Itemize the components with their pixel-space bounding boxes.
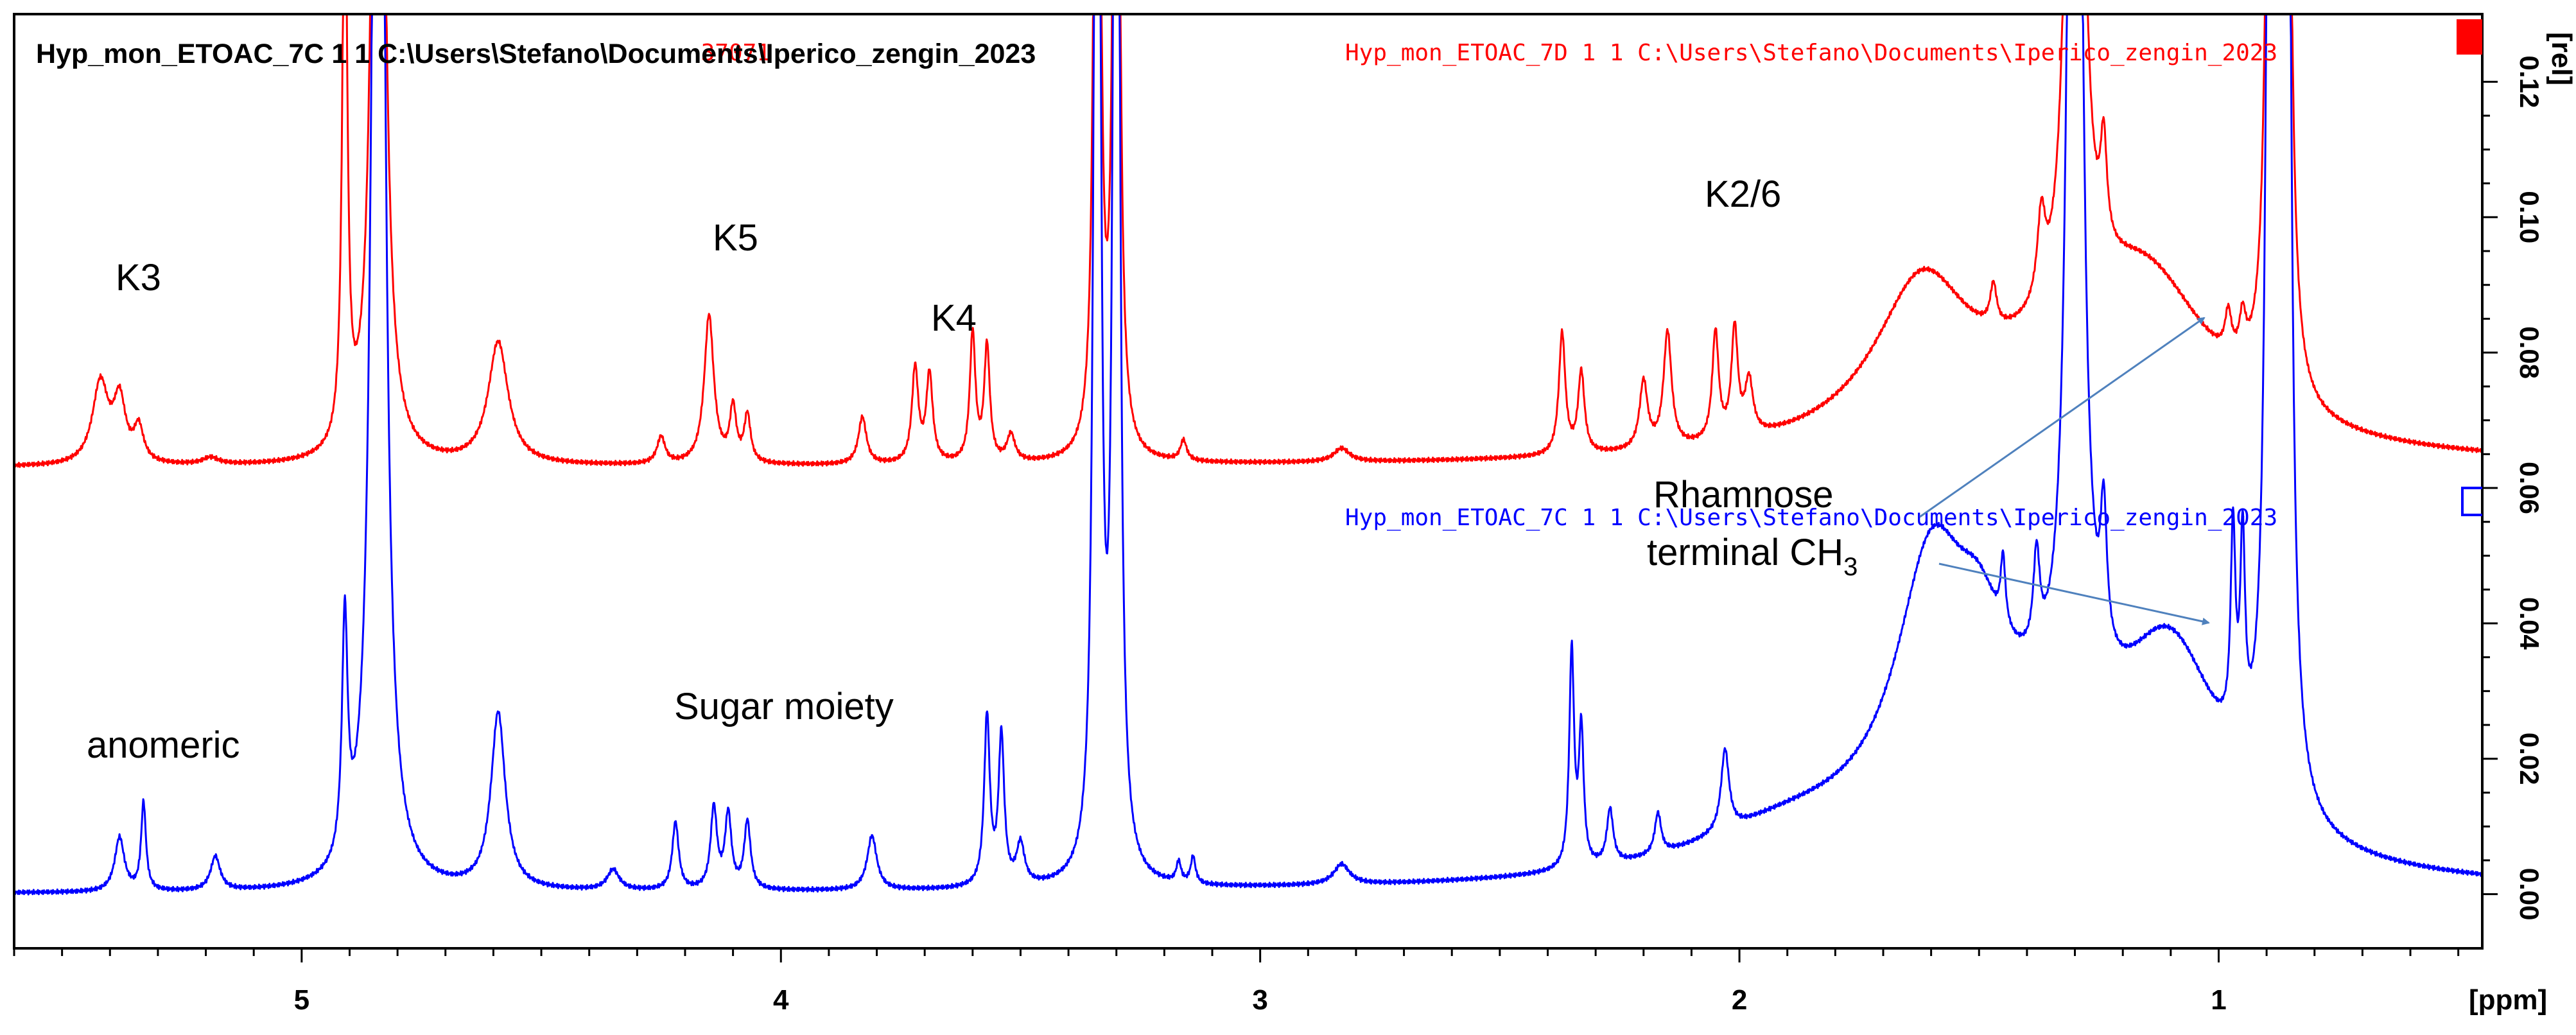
x-tick-label: 1 (2211, 984, 2226, 1016)
blue-legend-swatch (2461, 487, 2482, 516)
annotation-k5: K5 (713, 217, 758, 259)
plot-frame (13, 13, 2484, 950)
x-tick-label: 3 (1252, 984, 1267, 1016)
x-tick-label: 4 (773, 984, 789, 1016)
y-axis: 0.00 0.02 0.04 0.06 0.08 0.10 0.12 (2482, 56, 2545, 921)
annotation-rhamnose: Rhamnose (1653, 474, 1833, 516)
blue-spectrum-title: Hyp_mon_ETOAC_7C 1 1 C:\Users\Stefano\Do… (1345, 505, 2277, 531)
x-tick-label: 2 (1732, 984, 1747, 1016)
red-title-fragment: 37071 (701, 40, 770, 66)
annotation-k4: K4 (931, 297, 977, 339)
annotation-k3: K3 (116, 257, 161, 299)
y-tick-label: 0.10 (2514, 191, 2545, 243)
x-tick-label: 5 (294, 984, 309, 1016)
y-tick-label: 0.12 (2514, 56, 2545, 109)
x-axis: 5 4 3 2 1 (13, 948, 2460, 1016)
y-axis-label: [rel] (2546, 32, 2576, 85)
red-legend-swatch (2457, 19, 2482, 55)
rhamnose-arrow-blue (1938, 562, 2210, 625)
red-spectrum-title: Hyp_mon_ETOAC_7D 1 1 C:\Users\Stefano\Do… (1345, 40, 2277, 66)
terminal-subscript: 3 (1843, 553, 1858, 581)
y-tick-label: 0.02 (2514, 733, 2545, 785)
y-tick-label: 0.06 (2514, 462, 2545, 514)
rhamnose-arrow-red (1919, 317, 2206, 518)
annotation-terminal-ch3: terminal CH3 (1647, 532, 1858, 581)
x-axis-label: [ppm] (2469, 984, 2547, 1016)
terminal-ch-text: terminal CH (1647, 532, 1843, 573)
y-tick-label: 0.08 (2514, 326, 2545, 379)
annotation-anomeric: anomeric (87, 724, 240, 766)
y-tick-label: 0.04 (2514, 597, 2545, 650)
black-spectrum-title: Hyp_mon_ETOAC_7C 1 1 C:\Users\Stefano\Do… (36, 39, 1036, 69)
annotation-k2-6: K2/6 (1705, 173, 1781, 215)
annotation-sugar-moiety: Sugar moiety (674, 686, 894, 727)
y-tick-label: 0.00 (2514, 868, 2545, 921)
